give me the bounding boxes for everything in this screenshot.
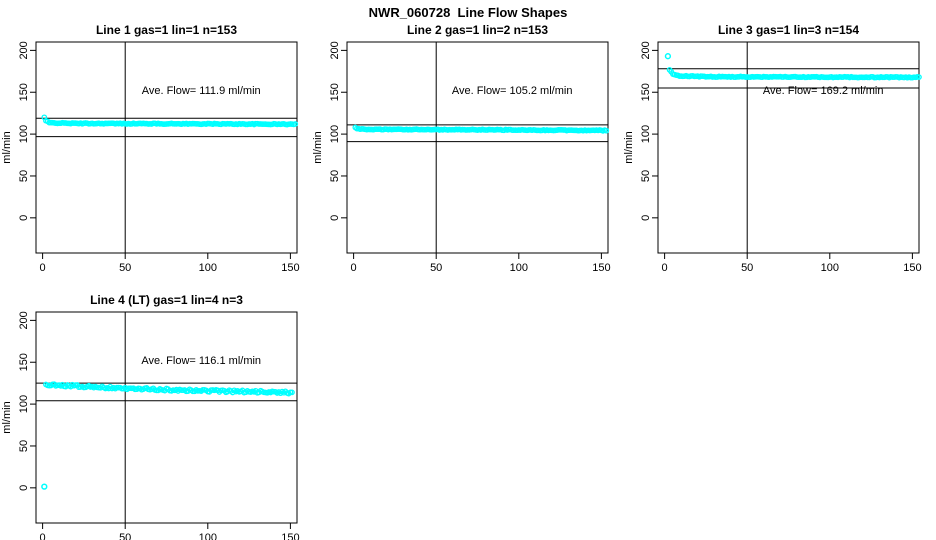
y-tick-label: 200 (18, 41, 30, 59)
data-point (289, 389, 295, 396)
page-title: NWR_060728 Line Flow Shapes (368, 5, 568, 20)
y-tick-label: 0 (329, 215, 341, 221)
avg-flow-annotation: Ave. Flow= 105.2 ml/min (452, 85, 573, 97)
data-points (41, 114, 299, 128)
y-axis-label: ml/min (623, 131, 635, 163)
y-axis-label: ml/min (312, 131, 324, 163)
plot-frame (35, 41, 298, 254)
subplot-title: Line 4 (LT) gas=1 lin=4 n=3 (90, 293, 243, 307)
x-tick-label: 150 (281, 262, 299, 274)
x-tick-label: 50 (119, 532, 131, 540)
data-points (41, 381, 295, 490)
data-point (603, 127, 610, 134)
x-tick-label: 150 (281, 532, 299, 540)
data-point (292, 121, 299, 127)
avg-flow-annotation: Ave. Flow= 169.2 ml/min (763, 85, 884, 97)
y-axis-label: ml/min (1, 401, 13, 433)
subplot-title: Line 3 gas=1 lin=3 n=154 (718, 23, 859, 37)
x-tick-label: 0 (351, 262, 357, 274)
data-points (352, 124, 610, 134)
plot-frame (657, 41, 920, 254)
x-tick-label: 0 (40, 262, 46, 274)
y-tick-label: 200 (640, 41, 652, 59)
x-tick-label: 100 (821, 262, 839, 274)
y-tick-label: 50 (18, 440, 30, 452)
avg-flow-annotation: Ave. Flow= 116.1 ml/min (141, 355, 261, 367)
x-tick-label: 50 (430, 262, 442, 274)
subplot-panel: 0 50 100 150 0 50 100 150 200 ml/min Line 3 gas=1 … (623, 23, 922, 274)
avg-flow-annotation: Ave. Flow= 111.9 ml/min (142, 85, 261, 97)
y-tick-label: 150 (640, 83, 652, 101)
y-tick-label: 50 (18, 170, 30, 182)
data-points (664, 53, 922, 81)
y-tick-label: 0 (18, 485, 30, 491)
y-tick-label: 150 (18, 353, 30, 371)
x-tick-label: 100 (199, 532, 217, 540)
subplot-panel: 0 50 100 150 0 50 100 150 200 ml/min Line 2 gas=1 … (312, 23, 611, 274)
x-tick-label: 150 (592, 262, 610, 274)
y-tick-label: 100 (18, 395, 30, 413)
x-tick-label: 50 (741, 262, 753, 274)
x-tick-label: 100 (199, 262, 217, 274)
y-tick-label: 200 (329, 41, 341, 59)
y-tick-label: 100 (18, 125, 30, 143)
y-axis-label: ml/min (1, 131, 13, 163)
y-tick-label: 200 (18, 311, 30, 329)
subplot-panel: 0 50 100 150 0 50 100 150 200 ml/min Line 4 (LT) g… (1, 293, 300, 540)
x-tick-label: 0 (40, 532, 46, 540)
x-tick-label: 0 (662, 262, 668, 274)
y-tick-label: 0 (18, 215, 30, 221)
plot-frame (346, 41, 609, 254)
y-tick-label: 0 (640, 215, 652, 221)
outlier-data-point (41, 483, 48, 490)
x-tick-label: 150 (903, 262, 921, 274)
plot-frame (35, 311, 298, 524)
subplot-panel: 0 50 100 150 0 50 100 150 200 ml/min Line 1 gas=1 … (1, 23, 300, 274)
y-tick-label: 100 (640, 125, 652, 143)
y-tick-label: 100 (329, 125, 341, 143)
subplot-title: Line 1 gas=1 lin=1 n=153 (96, 23, 237, 37)
x-tick-label: 50 (119, 262, 131, 274)
data-point (916, 74, 922, 80)
y-tick-label: 50 (640, 170, 652, 182)
y-tick-label: 150 (329, 83, 341, 101)
y-tick-label: 50 (329, 170, 341, 182)
outlier-data-point (664, 53, 672, 60)
x-tick-label: 100 (510, 262, 528, 274)
y-tick-label: 150 (18, 83, 30, 101)
subplot-title: Line 2 gas=1 lin=2 n=153 (407, 23, 548, 37)
